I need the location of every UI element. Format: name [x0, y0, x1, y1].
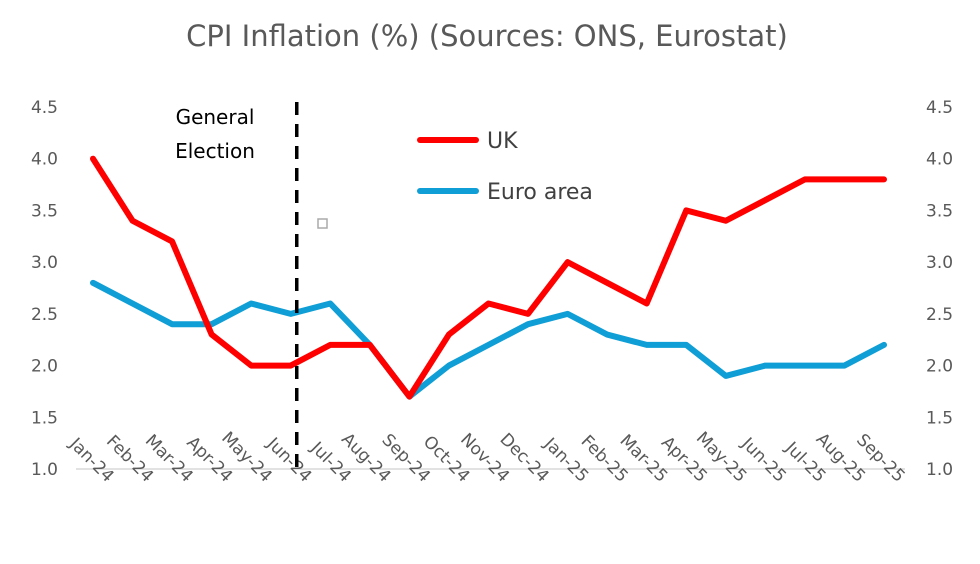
right-y-tick-label: 3.0	[926, 253, 953, 273]
right-y-tick-label: 2.5	[926, 305, 953, 325]
legend-uk-label: UK	[487, 129, 518, 154]
y-tick-label: 1.5	[31, 408, 58, 428]
y-tick-label: 3.0	[31, 253, 58, 273]
stray-marker-icon	[317, 218, 328, 229]
x-tick-label: Jun-25	[737, 433, 790, 486]
right-y-tick-label: 1.0	[926, 460, 953, 480]
y-tick-label: 4.0	[31, 150, 58, 170]
right-y-axis: 1.0 1.5 2.0 2.5 3.0 3.5 4.0 4.5	[926, 98, 953, 480]
y-tick-label: 4.5	[31, 98, 58, 118]
annotation-line-2: Election	[175, 139, 255, 163]
y-tick-label: 3.5	[31, 201, 58, 221]
right-y-tick-label: 2.0	[926, 357, 953, 377]
right-y-tick-label: 1.5	[926, 408, 953, 428]
chart-title: CPI Inflation (%) (Sources: ONS, Eurosta…	[186, 19, 788, 53]
annotation-line-1: General	[176, 105, 255, 129]
right-y-tick-label: 3.5	[926, 201, 953, 221]
x-axis: Jan-24Feb-24Mar-24Apr-24May-24Jun-24Jul-…	[65, 428, 909, 486]
y-tick-label: 2.0	[31, 357, 58, 377]
right-y-tick-label: 4.5	[926, 98, 953, 118]
y-tick-label: 1.0	[31, 460, 58, 480]
legend-euro-label: Euro area	[487, 180, 593, 205]
y-tick-label: 2.5	[31, 305, 58, 325]
series-line-euro-area	[90, 279, 887, 400]
right-y-tick-label: 4.0	[926, 150, 953, 170]
series-lines	[90, 155, 887, 400]
legend: UK Euro area	[417, 129, 593, 205]
x-tick-label: Jun-24	[262, 433, 315, 486]
left-y-axis: 1.0 1.5 2.0 2.5 3.0 3.5 4.0 4.5	[31, 98, 58, 480]
